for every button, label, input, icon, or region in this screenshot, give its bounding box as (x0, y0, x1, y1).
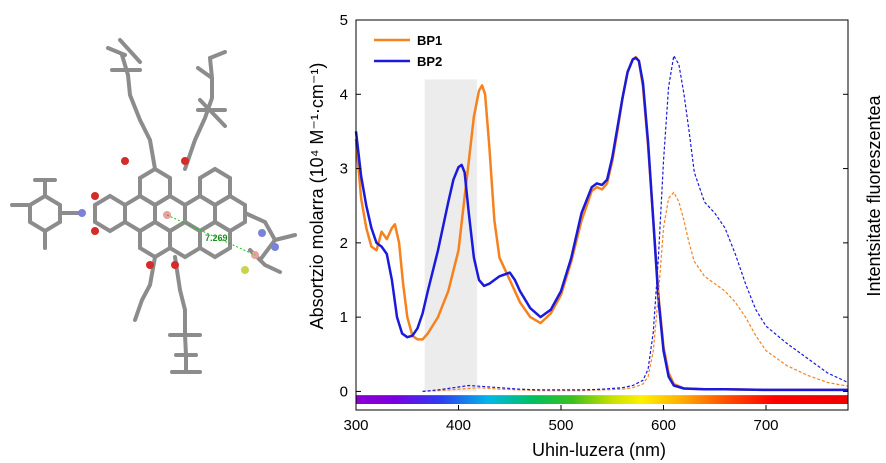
x-tick-label: 700 (753, 417, 778, 434)
legend-label-bp1: BP1 (417, 33, 442, 48)
y-axis-left-title: Absortzio molarra (10⁴ M⁻¹·cm⁻¹) (307, 63, 327, 330)
y-tick-label: 1 (340, 309, 348, 326)
y-tick-label: 0 (340, 383, 348, 400)
x-tick-label: 500 (548, 417, 573, 434)
series-layer (354, 55, 849, 392)
x-tick-label: 300 (343, 417, 368, 434)
molecule-structure-image (10, 38, 297, 374)
y-tick-label: 4 (340, 86, 348, 103)
distance-line (166, 214, 256, 256)
y-tick-label: 3 (340, 161, 348, 178)
series-line-bp2-fluorescence (422, 55, 849, 392)
spectrum-chart: 300 400 500 600 700 0 1 2 3 4 5 BP1 BP2 Uhin-luzer… (307, 12, 884, 460)
highlight-band (424, 79, 477, 392)
distance-label: 7.269 (205, 233, 228, 243)
ticks-layer: 300 400 500 600 700 0 1 2 3 4 5 (340, 12, 848, 434)
x-tick-label: 400 (446, 417, 471, 434)
legend-label-bp2: BP2 (417, 54, 442, 69)
legend: BP1 BP2 (374, 33, 442, 69)
y-axis-right-title: Intentsitate fluoreszentea (864, 94, 884, 296)
y-tick-label: 5 (340, 12, 348, 29)
plot-frame (355, 19, 849, 411)
x-axis-title: Uhin-luzera (nm) (532, 440, 666, 460)
series-line-bp2-absorption (354, 56, 848, 392)
visible-spectrum-bar (356, 395, 848, 404)
x-tick-label: 600 (651, 417, 676, 434)
series-line-bp1-fluorescence (422, 191, 849, 392)
y-tick-label: 2 (340, 235, 348, 252)
